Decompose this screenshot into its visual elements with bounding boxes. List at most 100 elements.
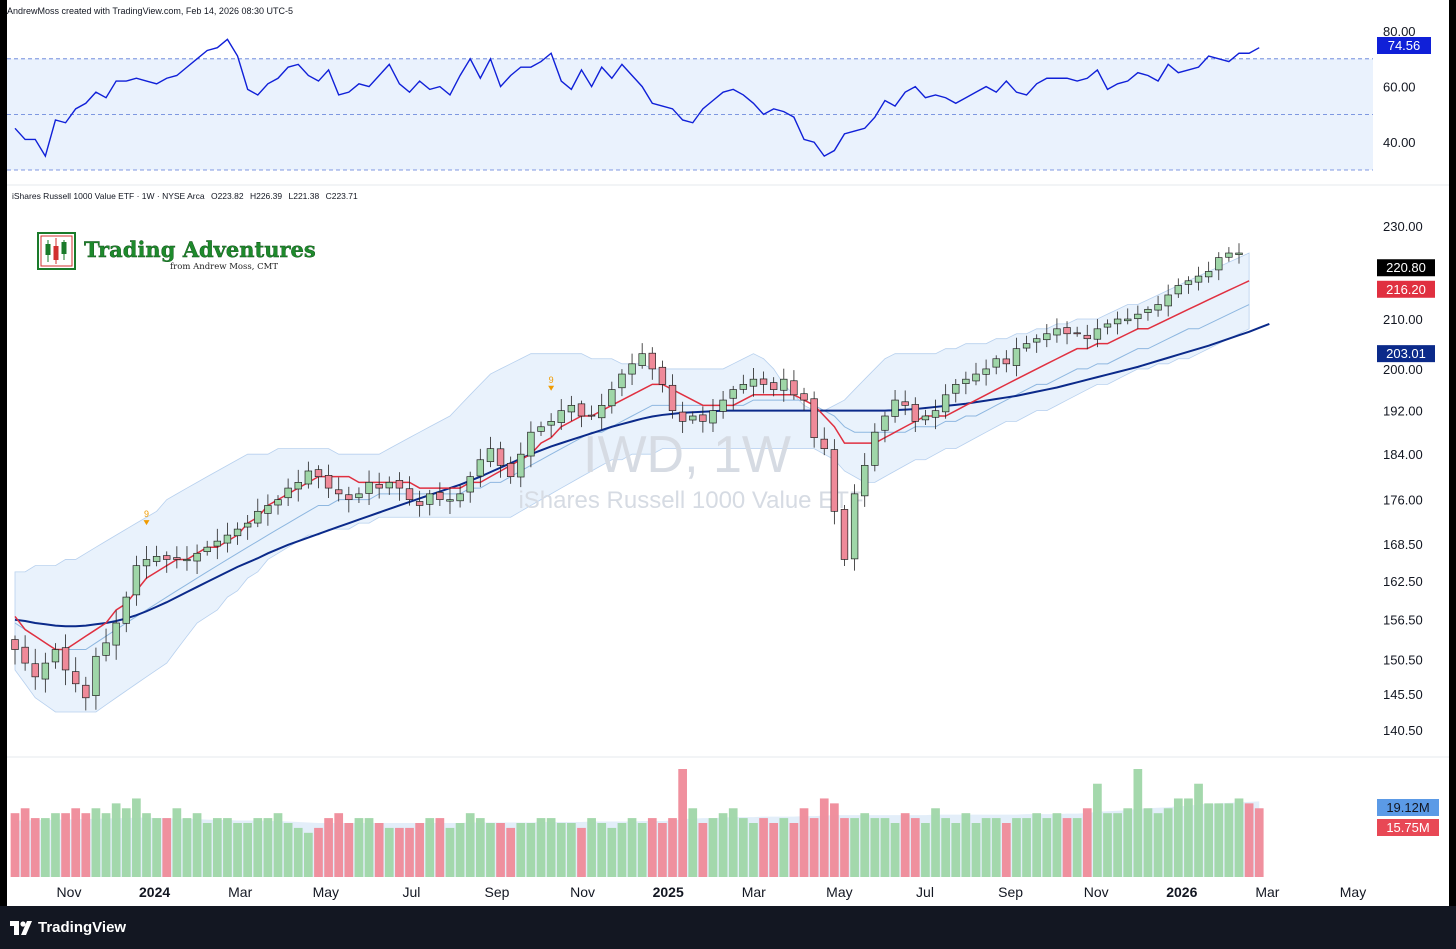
volume-bar [475, 818, 485, 877]
volume-bar [708, 818, 718, 877]
candle-body [790, 380, 798, 396]
time-axis: Nov 2024 Mar May Jul Sep Nov 2025 Mar May Jul Sep No… [57, 884, 1367, 900]
candle-body [183, 559, 191, 562]
candle [193, 544, 201, 575]
candle-body [587, 414, 596, 417]
candle [1063, 321, 1071, 345]
volume-bar [931, 808, 940, 877]
candle-body [102, 642, 110, 656]
rsi-line [14, 38, 1260, 158]
volume-bar [486, 823, 495, 877]
volume-bar [779, 818, 789, 877]
ohlc-high: H226.39 [250, 191, 282, 201]
candle-body [284, 487, 292, 499]
volume-bar [637, 823, 647, 877]
volume-bar [243, 823, 253, 877]
candle-body [193, 552, 201, 562]
candle [598, 393, 606, 430]
candle-body [648, 352, 656, 370]
candle-body [436, 491, 444, 500]
candle [1113, 311, 1122, 335]
price-tag-0: 220.80 [1386, 260, 1426, 275]
candle [345, 486, 353, 513]
volume-bar [971, 823, 981, 877]
candle [921, 409, 930, 425]
volume-bar [941, 818, 950, 877]
candle-body [1204, 271, 1213, 278]
candle [294, 469, 302, 502]
volume-bar [961, 813, 971, 877]
candle [577, 400, 586, 428]
volume-bar [577, 827, 586, 877]
candle-body [598, 404, 606, 419]
candle [1012, 337, 1021, 377]
bollinger-band [14, 252, 1250, 713]
volume-bar [1184, 798, 1193, 877]
price-tick-8: 156.50 [1383, 613, 1423, 628]
volume-bar [769, 823, 779, 877]
candle-body [861, 465, 869, 497]
volume-bar [627, 818, 637, 877]
volume-bar [1204, 803, 1214, 877]
time-label-0: Nov [57, 884, 82, 900]
candle-body [871, 431, 879, 466]
signal-arrow-icon [143, 520, 150, 526]
candle [122, 591, 130, 633]
candle-body [203, 546, 211, 553]
candle [769, 377, 778, 397]
volume-pane[interactable]: 19.12M 15.75M [10, 769, 1439, 877]
candle [618, 369, 626, 397]
volume-bar [799, 808, 809, 877]
volume-bar [1082, 808, 1092, 877]
volume-bar [435, 818, 445, 877]
volume-bar [273, 813, 283, 877]
candle-body [972, 373, 980, 382]
candle-body [1053, 328, 1061, 336]
candle [780, 368, 788, 402]
volume-bar [405, 827, 414, 877]
candle [861, 453, 869, 507]
candle-body [243, 522, 252, 528]
candle [992, 355, 1000, 375]
chart-svg[interactable]: AndrewMoss created with TradingView.com,… [7, 0, 1449, 906]
candle-body [1235, 252, 1243, 255]
candle [264, 494, 272, 526]
candle-body [31, 663, 39, 678]
candle [496, 441, 505, 478]
logo-title: Trading Adventures [84, 237, 316, 262]
tradingview-brand[interactable]: TradingView [10, 919, 126, 936]
volume-bar [465, 813, 475, 877]
volume-bar [162, 818, 172, 877]
volume-bar [263, 818, 273, 877]
candle-body [759, 378, 768, 385]
candle-body [446, 499, 454, 502]
candle [678, 401, 687, 433]
price-pane[interactable]: IWD, 1W iShares Russell 1000 Value ETF 9… [11, 0, 1435, 738]
rsi-pane[interactable]: 80.00 60.00 40.00 74.56 [7, 24, 1431, 171]
price-tick-5: 176.00 [1383, 493, 1423, 508]
candle-body [1134, 313, 1142, 320]
signal-arrow-icon [548, 385, 555, 391]
trading-adventures-logo: Trading Adventures from Andrew Moss, CMT [37, 232, 316, 272]
volume-bar [81, 813, 91, 877]
candle-body [1184, 280, 1193, 285]
volume-bar [840, 818, 849, 877]
time-label-12: Nov [1084, 884, 1109, 900]
volume-bar [101, 813, 111, 877]
logo-subtitle: from Andrew Moss, CMT [170, 262, 278, 272]
candle [587, 405, 596, 420]
candle-body [689, 415, 697, 421]
volume-bar [991, 818, 1001, 877]
candle [142, 546, 151, 579]
volume-bar [1012, 818, 1021, 877]
candle-body [810, 398, 818, 438]
volume-bar [182, 818, 192, 877]
candle [436, 482, 444, 506]
candle-body [658, 366, 667, 385]
candle-body [1164, 294, 1172, 307]
candle-body [820, 438, 828, 449]
candle [891, 390, 899, 423]
volume-bar [890, 823, 900, 877]
candle [689, 411, 697, 424]
candle [1194, 266, 1203, 291]
